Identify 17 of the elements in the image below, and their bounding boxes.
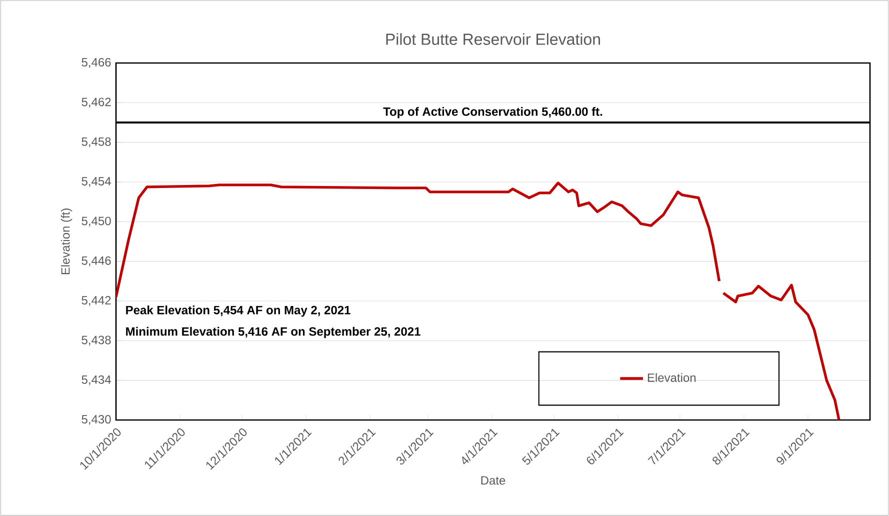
- y-tick-label: 5,438: [82, 336, 111, 346]
- chart-title: Pilot Butte Reservoir Elevation: [386, 33, 600, 45]
- y-tick-label: 5,462: [82, 98, 111, 108]
- y-tick-label: 5,450: [82, 216, 111, 227]
- annotation: Peak Elevation 5,454 AF on May 2, 2021: [126, 306, 350, 317]
- y-tick-label: 5,434: [82, 375, 111, 386]
- y-tick-label: 5,430: [82, 415, 111, 425]
- y-axis-title: Elevation (ft): [60, 208, 72, 274]
- y-tick-label: 5,458: [82, 137, 111, 148]
- y-tick-label: 5,446: [82, 256, 111, 266]
- y-tick-label: 5,442: [82, 296, 111, 306]
- y-tick-label: 5,454: [82, 177, 111, 187]
- annotation: Minimum Elevation 5,416 AF on September 25, 2021: [126, 326, 420, 338]
- x-axis-title: Date: [481, 476, 506, 485]
- legend-label: Elevation: [648, 373, 696, 382]
- y-tick-label: 5,466: [82, 58, 111, 68]
- ref-line-label: Top of Active Conservation 5,460.00 ft.: [383, 107, 602, 118]
